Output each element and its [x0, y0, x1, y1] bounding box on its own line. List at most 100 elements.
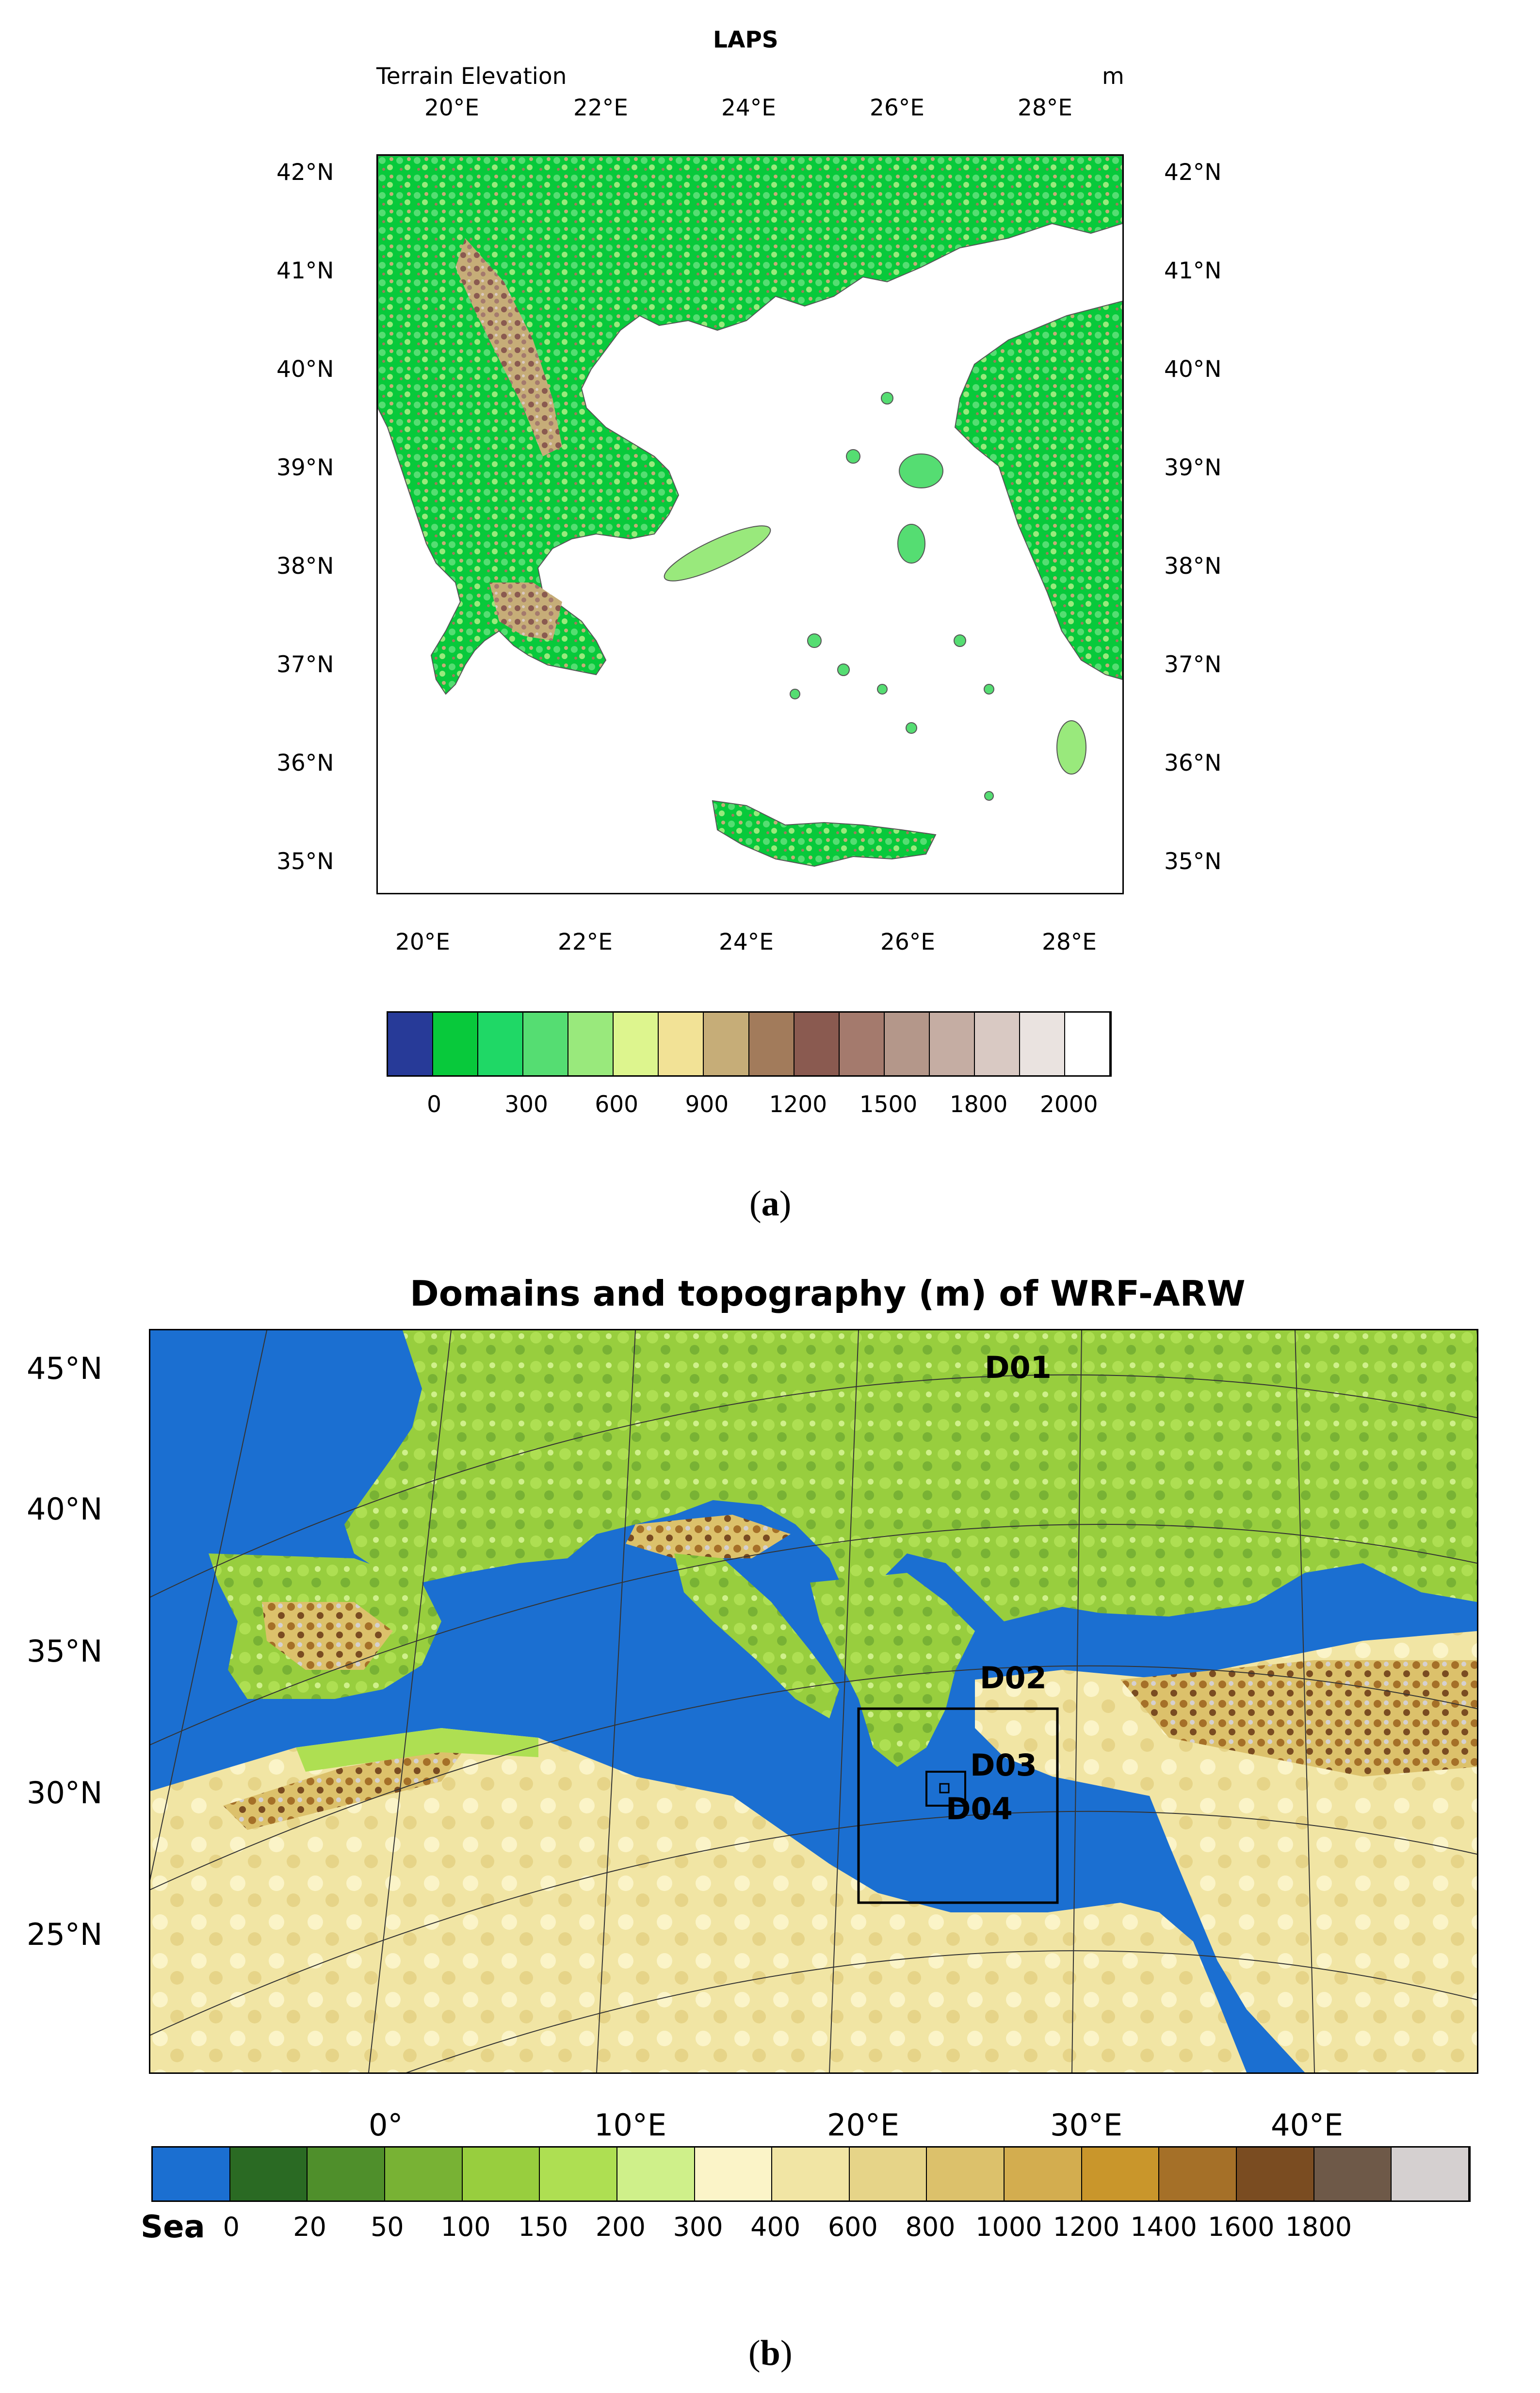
colorbar-label: 100 — [440, 2212, 491, 2242]
panel-a-colorbar — [387, 1011, 1112, 1077]
landmass-balkans — [810, 1573, 975, 1767]
panel-a-lat-tick-left: 41°N — [276, 258, 334, 284]
colorbar-swatch — [1020, 1013, 1065, 1075]
panel-b-lat-tick: 30°N — [27, 1775, 103, 1811]
colorbar-swatch — [849, 2148, 927, 2200]
domain-d02-label: D02 — [980, 1660, 1047, 1696]
island-small — [984, 684, 994, 695]
domain-d04-box — [939, 1783, 950, 1794]
panel-b-lat-tick: 25°N — [27, 1917, 103, 1952]
colorbar-swatch — [1065, 1013, 1110, 1075]
panel-a-lat-tick-right: 35°N — [1164, 848, 1222, 875]
panel-b-colorbar-sea-label: Sea — [141, 2209, 205, 2245]
coastal-vegetation — [296, 1728, 538, 1772]
colorbar-swatch — [772, 2148, 850, 2200]
landmass-anatolia — [954, 300, 1122, 680]
island-small — [837, 663, 850, 676]
panel-a-lon-tick-bottom: 24°E — [719, 929, 774, 955]
colorbar-label: 1600 — [1208, 2212, 1275, 2242]
panel-a-lat-tick-left: 42°N — [276, 159, 334, 186]
panel-a-lat-tick-left: 35°N — [276, 848, 334, 875]
colorbar-label: 400 — [750, 2212, 801, 2242]
colorbar-swatch — [614, 1013, 659, 1075]
panel-a-lat-tick-left: 36°N — [276, 750, 334, 776]
panel-b-lon-tick: 30°E — [1050, 2107, 1123, 2143]
colorbar-label: 300 — [673, 2212, 723, 2242]
colorbar-swatch — [884, 1013, 930, 1075]
panel-a-lat-tick-right: 37°N — [1164, 651, 1222, 678]
panel-a-lon-tick-top: 26°E — [870, 95, 925, 121]
alps-range — [626, 1515, 791, 1558]
anatolia-highlands — [1120, 1660, 1477, 1777]
panel-a-lat-tick-right: 36°N — [1164, 750, 1222, 776]
panel-a-lat-tick-left: 37°N — [276, 651, 334, 678]
colorbar-swatch — [1392, 2148, 1469, 2200]
iberia-highlands — [262, 1602, 393, 1670]
panel-a-lon-tick-bottom: 22°E — [558, 929, 613, 955]
panel-a-title: LAPS — [713, 27, 778, 53]
colorbar-swatch — [540, 2148, 617, 2200]
panel-a-label-letter: a — [761, 1184, 779, 1224]
colorbar-label: 1500 — [859, 1091, 918, 1118]
panel-a-terrain-svg — [378, 156, 1122, 867]
colorbar-swatch — [308, 2148, 385, 2200]
colorbar-label: 1800 — [949, 1091, 1008, 1118]
panel-b-label: (b) — [748, 2333, 792, 2374]
panel-b-wrf-map: D01 D02 D03 D04 — [149, 1329, 1478, 2074]
panel-a-lat-tick-left: 39°N — [276, 454, 334, 481]
panel-a-lon-tick-top: 22°E — [573, 95, 629, 121]
colorbar-swatch — [385, 2148, 463, 2200]
panel-a-lat-tick-left: 38°N — [276, 553, 334, 580]
island-small — [846, 449, 860, 464]
colorbar-swatch — [839, 1013, 885, 1075]
colorbar-swatch — [523, 1013, 569, 1075]
colorbar-label: 300 — [504, 1091, 548, 1118]
colorbar-label: 200 — [595, 2212, 646, 2242]
panel-a-lon-tick-top: 20°E — [424, 95, 480, 121]
pindus-range — [455, 238, 562, 456]
colorbar-swatch — [1082, 2148, 1160, 2200]
colorbar-label: 20 — [293, 2212, 326, 2242]
colorbar-swatch — [388, 1013, 434, 1075]
panel-a-label: (a) — [749, 1183, 791, 1225]
colorbar-swatch — [929, 1013, 975, 1075]
panel-a-label-close: ) — [779, 1184, 792, 1224]
panel-b-lon-tick: 10°E — [594, 2107, 667, 2143]
colorbar-swatch — [433, 1013, 479, 1075]
graticule — [150, 1330, 1477, 2072]
atlas-range — [223, 1747, 466, 1830]
panel-a-lon-tick-bottom: 28°E — [1042, 929, 1097, 955]
colorbar-swatch — [974, 1013, 1020, 1075]
island-small — [984, 791, 994, 801]
colorbar-swatch — [462, 2148, 540, 2200]
island-small — [954, 634, 966, 647]
island-lesbos — [899, 453, 943, 488]
island-small — [790, 689, 800, 699]
colorbar-label: 150 — [518, 2212, 568, 2242]
panel-a-lat-tick-right: 38°N — [1164, 553, 1222, 580]
panel-b-lat-tick: 45°N — [27, 1351, 103, 1386]
colorbar-swatch — [1314, 2148, 1392, 2200]
colorbar-label: 50 — [370, 2212, 404, 2242]
colorbar-label: 1000 — [975, 2212, 1042, 2242]
panel-a-lat-tick-right: 41°N — [1164, 258, 1222, 284]
domain-d04-label: D04 — [946, 1791, 1013, 1827]
colorbar-swatch — [927, 2148, 1005, 2200]
island-rhodes — [1056, 720, 1086, 775]
colorbar-swatch — [1005, 2148, 1082, 2200]
colorbar-swatch — [230, 2148, 308, 2200]
island-small — [877, 684, 888, 695]
colorbar-label: 1800 — [1285, 2212, 1352, 2242]
island-small — [807, 633, 822, 648]
panel-b-title: Domains and topography (m) of WRF-ARW — [410, 1273, 1246, 1314]
island-small — [881, 392, 893, 404]
panel-b-label-close: ) — [780, 2333, 793, 2373]
panel-a-terrain-map — [376, 154, 1124, 894]
colorbar-label: 0 — [223, 2212, 240, 2242]
island-euboea — [664, 525, 771, 582]
domain-d03-label: D03 — [970, 1747, 1037, 1783]
panel-a-lat-tick-right: 42°N — [1164, 159, 1222, 186]
panel-b-label-open: ( — [748, 2333, 761, 2373]
colorbar-label: 600 — [595, 1091, 639, 1118]
colorbar-swatch — [794, 1013, 840, 1075]
